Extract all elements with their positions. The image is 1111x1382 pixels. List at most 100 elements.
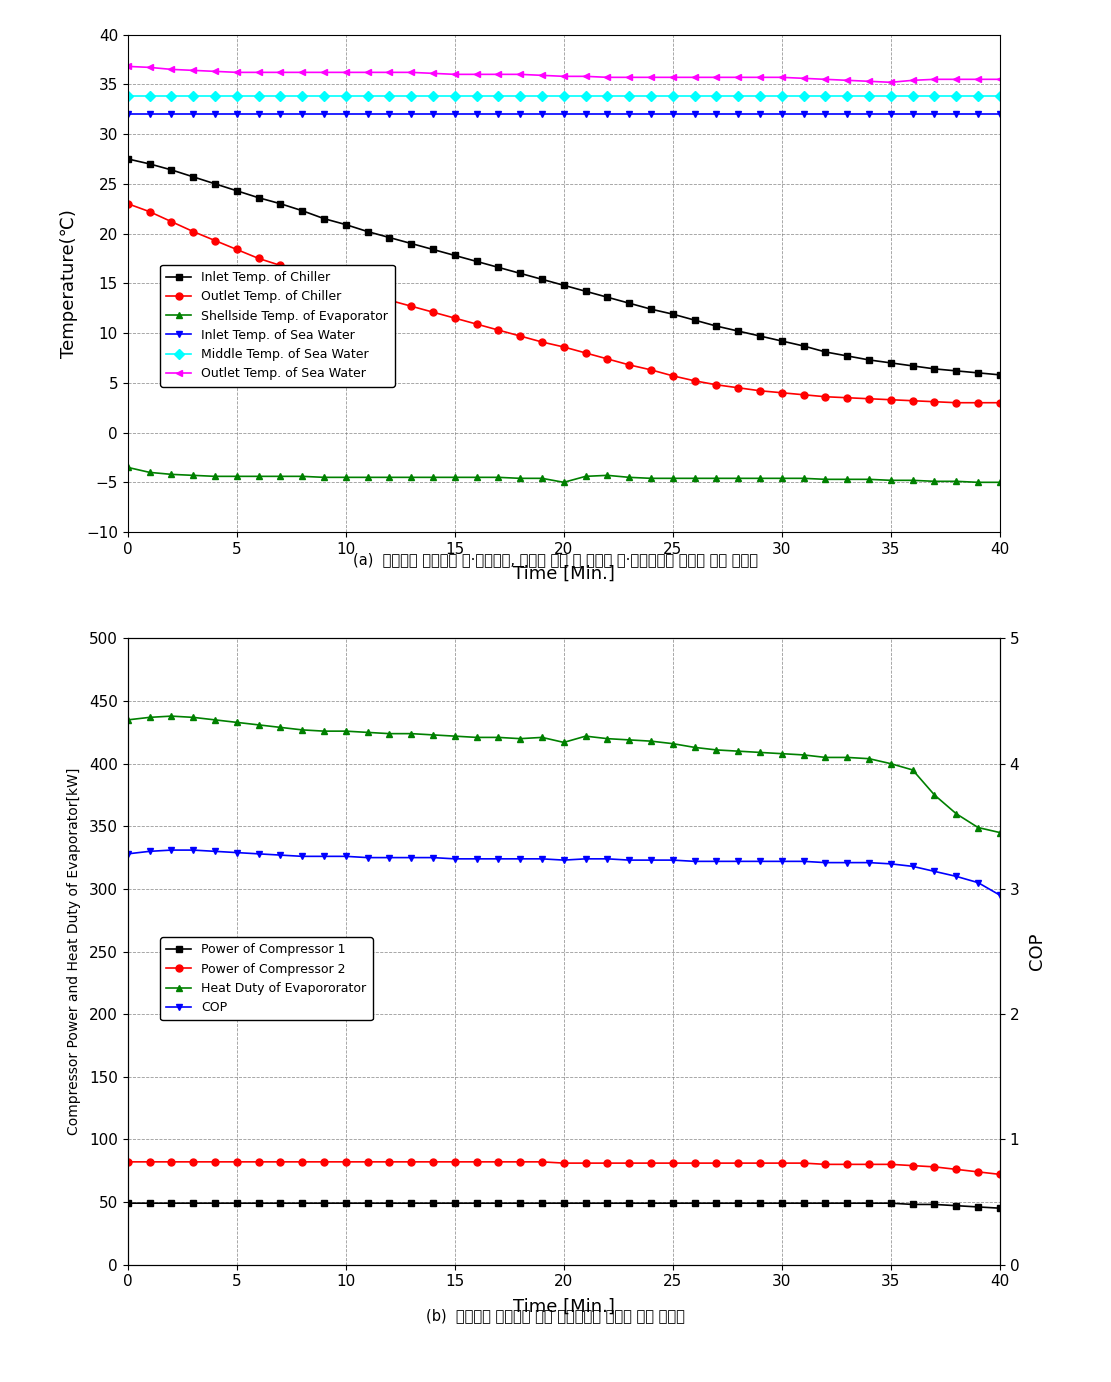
Shellside Temp. of Evaporator [884,473,898,489]
Inlet Temp. of Chiller [601,289,614,305]
Power of Compressor 2 [601,1155,614,1172]
Power of Compressor 2 [448,1154,461,1171]
Y-axis label: Compressor Power and Heat Duty of Evaporator[kW]: Compressor Power and Heat Duty of Evapor… [67,768,81,1135]
Inlet Temp. of Chiller [907,358,920,375]
Inlet Temp. of Sea Water [382,106,396,123]
Power of Compressor 2 [230,1154,243,1171]
Heat Duty of Evapororator [884,756,898,773]
Middle Temp. of Sea Water [753,88,767,105]
Shellside Temp. of Evaporator [296,468,309,485]
Inlet Temp. of Chiller [208,176,221,192]
Inlet Temp. of Chiller [558,276,571,293]
Power of Compressor 1 [492,1195,506,1212]
Y-axis label: Temperature(℃): Temperature(℃) [60,209,78,358]
Inlet Temp. of Chiller [775,333,789,350]
Inlet Temp. of Sea Water [536,106,549,123]
Inlet Temp. of Chiller [513,265,527,282]
Heat Duty of Evapororator [208,712,221,728]
Outlet Temp. of Chiller [644,362,658,379]
COP [971,875,984,891]
Outlet Temp. of Chiller [187,224,200,240]
Heat Duty of Evapororator [667,735,680,752]
Power of Compressor 2 [753,1155,767,1172]
Outlet Temp. of Chiller [775,384,789,401]
Heat Duty of Evapororator [121,712,134,728]
Power of Compressor 2 [688,1155,701,1172]
Outlet Temp. of Sea Water [382,64,396,80]
Inlet Temp. of Sea Water [644,106,658,123]
Outlet Temp. of Chiller [884,391,898,408]
Heat Duty of Evapororator [252,717,266,734]
Shellside Temp. of Evaporator [797,470,810,486]
Shellside Temp. of Evaporator [841,471,854,488]
Outlet Temp. of Sea Water [513,66,527,83]
Power of Compressor 1 [884,1195,898,1212]
Power of Compressor 1 [121,1195,134,1212]
Middle Temp. of Sea Water [622,88,635,105]
Inlet Temp. of Chiller [296,202,309,218]
Inlet Temp. of Sea Water [688,106,701,123]
Power of Compressor 2 [905,1157,919,1173]
Inlet Temp. of Sea Water [427,106,440,123]
Legend: Inlet Temp. of Chiller, Outlet Temp. of Chiller, Shellside Temp. of Evaporator, : Inlet Temp. of Chiller, Outlet Temp. of … [160,265,394,387]
Heat Duty of Evapororator [775,745,789,761]
COP [601,850,614,867]
Middle Temp. of Sea Water [427,88,440,105]
Outlet Temp. of Chiller [208,232,221,249]
Line: Outlet Temp. of Chiller: Outlet Temp. of Chiller [124,200,1003,406]
Heat Duty of Evapororator [841,749,854,766]
Outlet Temp. of Chiller [143,203,157,220]
Power of Compressor 2 [404,1154,418,1171]
Text: (b)  해수냉각 시스테에 대한 성적계수의 시간적 변화 그래프: (b) 해수냉각 시스테에 대한 성적계수의 시간적 변화 그래프 [426,1309,685,1323]
Shellside Temp. of Evaporator [579,468,592,485]
COP [797,853,810,869]
Middle Temp. of Sea Water [187,88,200,105]
Outlet Temp. of Chiller [579,344,592,361]
Legend: Power of Compressor 1, Power of Compressor 2, Heat Duty of Evapororator, COP: Power of Compressor 1, Power of Compress… [160,937,373,1020]
COP [448,850,461,867]
Heat Duty of Evapororator [296,721,309,738]
Inlet Temp. of Chiller [273,195,287,211]
Shellside Temp. of Evaporator [753,470,767,486]
Power of Compressor 1 [470,1195,483,1212]
Shellside Temp. of Evaporator [143,464,157,481]
Inlet Temp. of Sea Water [710,106,723,123]
Outlet Temp. of Sea Water [622,69,635,86]
Inlet Temp. of Chiller [950,362,963,379]
Outlet Temp. of Sea Water [710,69,723,86]
Heat Duty of Evapororator [318,723,331,739]
Inlet Temp. of Sea Water [993,106,1007,123]
Power of Compressor 2 [993,1166,1007,1183]
Line: Outlet Temp. of Sea Water: Outlet Temp. of Sea Water [124,64,1003,86]
Outlet Temp. of Chiller [622,357,635,373]
Inlet Temp. of Chiller [230,182,243,199]
Shellside Temp. of Evaporator [230,468,243,485]
Inlet Temp. of Chiller [644,301,658,318]
Inlet Temp. of Sea Water [928,106,941,123]
Outlet Temp. of Sea Water [579,68,592,84]
Inlet Temp. of Sea Water [558,106,571,123]
Outlet Temp. of Chiller [470,316,483,333]
Outlet Temp. of Chiller [819,388,832,405]
Power of Compressor 1 [862,1195,875,1212]
Middle Temp. of Sea Water [971,88,984,105]
Power of Compressor 2 [971,1164,984,1180]
Outlet Temp. of Sea Water [688,69,701,86]
COP [143,843,157,860]
Outlet Temp. of Chiller [273,257,287,274]
Power of Compressor 2 [513,1154,527,1171]
Middle Temp. of Sea Water [513,88,527,105]
Power of Compressor 1 [513,1195,527,1212]
Heat Duty of Evapororator [950,806,963,822]
COP [427,850,440,867]
Power of Compressor 1 [143,1195,157,1212]
Inlet Temp. of Sea Water [841,106,854,123]
Outlet Temp. of Sea Water [318,64,331,80]
Inlet Temp. of Sea Water [622,106,635,123]
Outlet Temp. of Chiller [448,310,461,326]
Outlet Temp. of Chiller [404,299,418,315]
COP [688,853,701,869]
Inlet Temp. of Sea Water [143,106,157,123]
Middle Temp. of Sea Water [993,88,1007,105]
Middle Temp. of Sea Water [339,88,352,105]
